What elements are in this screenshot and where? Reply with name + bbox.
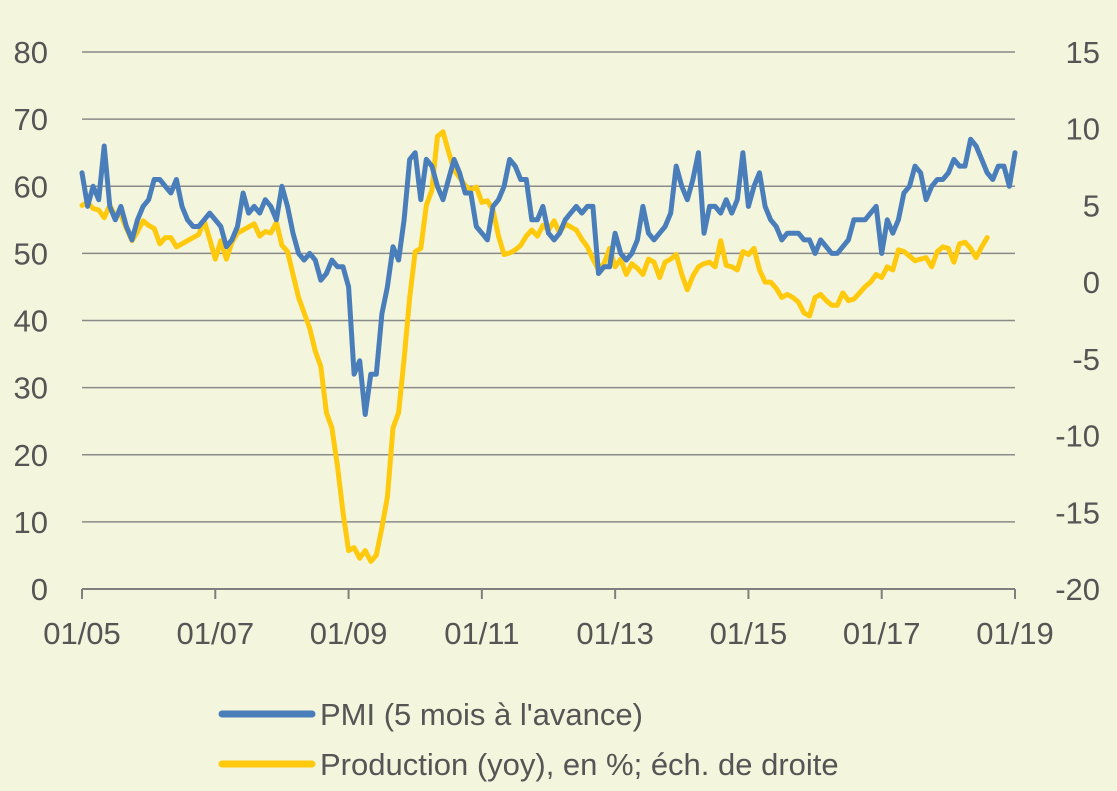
x-axis: [81, 588, 1016, 599]
y-left-tick-label: 60: [14, 169, 48, 204]
x-axis-labels: 01/05 01/07 01/09 01/11 01/13 01/15 01/17 01/19: [43, 616, 1054, 651]
legend-label-production: Production (yoy), en %; éch. de droite: [320, 747, 839, 782]
x-tick-label: 01/15: [710, 616, 788, 651]
right-y-axis-labels: -20 -15 -10 -5 0 5 10 15: [1055, 35, 1100, 607]
y-right-tick-label: 5: [1083, 188, 1100, 223]
x-tick-label: 01/09: [310, 616, 388, 651]
y-right-tick-label: 0: [1083, 265, 1100, 300]
x-tick-label: 01/19: [976, 616, 1054, 651]
series-lines: [79, 129, 1018, 564]
y-left-tick-label: 70: [14, 102, 48, 137]
y-left-tick-label: 10: [14, 505, 48, 540]
left-y-axis-labels: 0 10 20 30 40 50 60 70 80: [14, 35, 48, 607]
y-left-tick-label: 50: [14, 236, 48, 271]
y-right-tick-label: -20: [1055, 572, 1100, 607]
gridlines: [82, 51, 1015, 523]
legend: PMI (5 mois à l'avance) Production (yoy)…: [218, 697, 839, 782]
x-tick-label: 01/07: [176, 616, 254, 651]
y-left-tick-label: 80: [14, 35, 48, 70]
legend-label-pmi: PMI (5 mois à l'avance): [320, 697, 643, 732]
y-left-tick-label: 30: [14, 371, 48, 406]
x-tick-label: 01/11: [444, 616, 519, 651]
x-tick-label: 01/17: [843, 616, 921, 651]
y-left-tick-label: 0: [31, 572, 48, 607]
y-left-tick-label: 40: [14, 304, 48, 339]
x-tick-label: 01/05: [43, 616, 121, 651]
y-right-tick-label: -10: [1055, 419, 1100, 454]
y-right-tick-label: 15: [1066, 35, 1100, 70]
y-right-tick-label: 10: [1066, 112, 1100, 147]
x-tick-label: 01/13: [576, 616, 654, 651]
y-right-tick-label: -15: [1055, 495, 1100, 530]
y-left-tick-label: 20: [14, 438, 48, 473]
y-right-tick-label: -5: [1072, 342, 1100, 377]
series-line-pmi: [79, 136, 1018, 417]
